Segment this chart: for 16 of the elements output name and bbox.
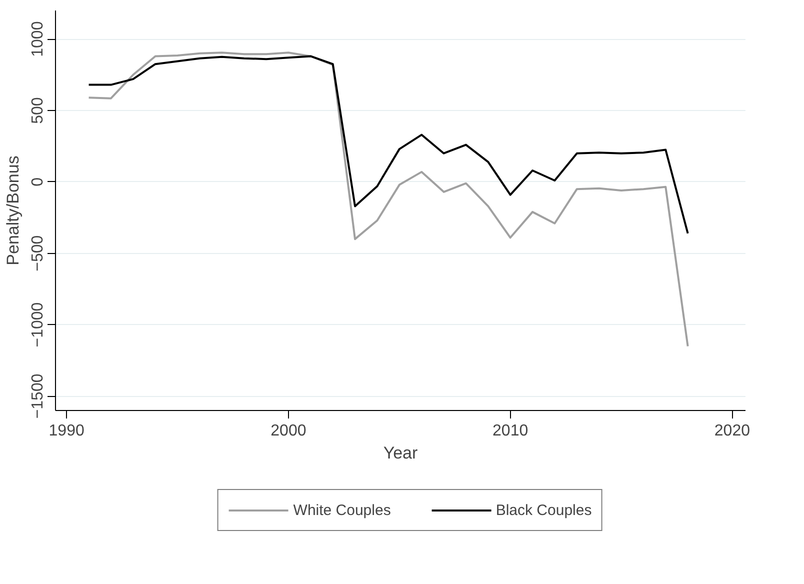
y-tick-label: −1500 [30,374,46,419]
x-tick-label: 2000 [270,422,306,440]
y-tick-label: 0 [30,177,46,186]
legend-label: Black Couples [496,502,592,518]
line-series [88,52,689,348]
legend-label: White Couples [293,502,391,518]
x-tick-label: 2020 [714,422,750,440]
x-axis-title: Year [383,444,418,462]
y-tick-label: 500 [30,97,46,124]
y-tick-label: −500 [30,235,46,272]
x-tick-label: 2010 [492,422,528,440]
y-tick-label: 1000 [30,21,46,57]
x-tick-label: 1990 [48,422,84,440]
line-series [88,55,689,234]
y-tick-label: −1000 [30,302,46,348]
y-axis-title: Penalty/Bonus [4,156,22,266]
